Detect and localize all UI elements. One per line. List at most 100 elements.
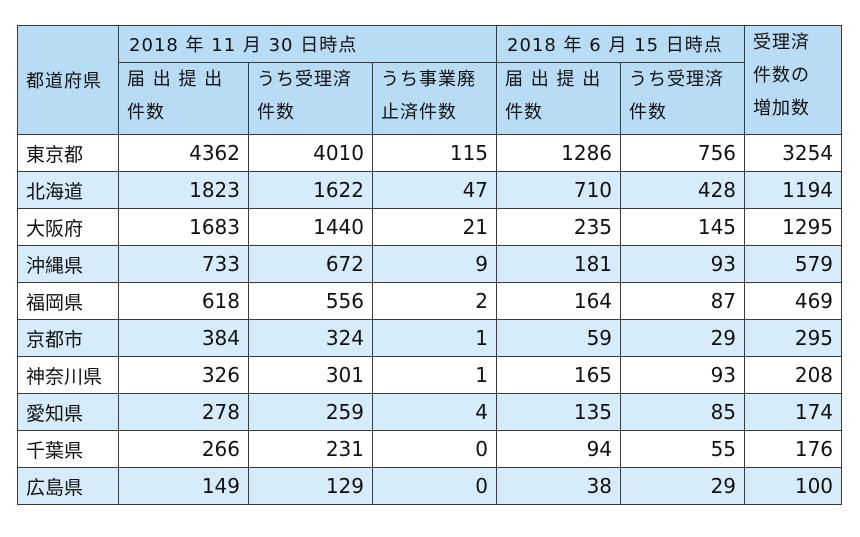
table-row: 福岡県 618 556 2 164 87 469	[17, 282, 843, 320]
cell-nov-accepted: 1440	[248, 208, 373, 246]
header-increase: 受理済 件数の 増加数	[744, 25, 843, 135]
cell-jun-filed: 94	[496, 430, 622, 468]
cell-jun-filed: 235	[496, 208, 622, 246]
cell-nov-filed: 326	[118, 356, 249, 394]
cell-jun-filed: 181	[496, 245, 622, 283]
header-increase-line2: 件数の	[753, 65, 811, 86]
cell-nov-abolished: 0	[371, 467, 498, 505]
cell-nov-filed: 278	[118, 393, 249, 431]
header-nov-abolished-line2: 止済件数	[381, 102, 457, 123]
cell-jun-filed: 710	[496, 171, 622, 209]
cell-jun-filed: 38	[496, 467, 622, 505]
cell-increase: 100	[744, 467, 843, 505]
table-header: 都道府県 2018 年 11 月 30 日時点 2018 年 6 月 15 日時…	[17, 25, 843, 135]
header-nov-filed: 届 出 提 出 件数	[118, 62, 249, 135]
cell-nov-abolished: 9	[371, 245, 498, 283]
cell-nov-accepted: 301	[248, 356, 373, 394]
table-row: 沖縄県 733 672 9 181 93 579	[17, 245, 843, 283]
cell-prefecture: 京都市	[17, 319, 119, 357]
cell-increase: 208	[744, 356, 843, 394]
table-row: 京都市 384 324 1 59 29 295	[17, 319, 843, 357]
cell-nov-abolished: 1	[371, 356, 498, 394]
header-nov-abolished-line1: うち事業廃	[381, 69, 476, 90]
cell-nov-accepted: 324	[248, 319, 373, 357]
cell-jun-filed: 59	[496, 319, 622, 357]
cell-jun-accepted: 29	[620, 467, 746, 505]
cell-prefecture: 愛知県	[17, 393, 119, 431]
cell-nov-abolished: 2	[371, 282, 498, 320]
header-prefecture: 都道府県	[17, 25, 119, 135]
header-nov-accepted-line2: 件数	[257, 102, 295, 123]
header-jun-filed: 届 出 提 出 件数	[496, 62, 622, 135]
header-increase-line3: 増加数	[753, 98, 811, 119]
cell-increase: 1295	[744, 208, 843, 246]
header-row-top: 都道府県 2018 年 11 月 30 日時点 2018 年 6 月 15 日時…	[17, 25, 843, 135]
cell-nov-accepted: 1622	[248, 171, 373, 209]
table-row: 神奈川県 326 301 1 165 93 208	[17, 356, 843, 394]
cell-nov-filed: 4362	[118, 134, 249, 172]
cell-nov-filed: 149	[118, 467, 249, 505]
cell-nov-abolished: 21	[371, 208, 498, 246]
cell-prefecture: 沖縄県	[17, 245, 119, 283]
cell-increase: 295	[744, 319, 843, 357]
cell-nov-filed: 266	[118, 430, 249, 468]
cell-nov-filed: 1823	[118, 171, 249, 209]
cell-jun-accepted: 145	[620, 208, 746, 246]
table-row: 大阪府 1683 1440 21 235 145 1295	[17, 208, 843, 246]
cell-nov-accepted: 556	[248, 282, 373, 320]
header-increase-line1: 受理済	[753, 32, 811, 53]
cell-increase: 176	[744, 430, 843, 468]
cell-nov-filed: 384	[118, 319, 249, 357]
cell-increase: 174	[744, 393, 843, 431]
header-nov-accepted: うち受理済 件数	[248, 62, 373, 135]
header-nov-filed-line2: 件数	[127, 102, 165, 123]
cell-jun-filed: 1286	[496, 134, 622, 172]
cell-prefecture: 千葉県	[17, 430, 119, 468]
cell-prefecture: 東京都	[17, 134, 119, 172]
cell-jun-filed: 135	[496, 393, 622, 431]
header-row-sub: 届 出 提 出 件数 うち受理済 件数 うち事業廃 止済件数 届 出 提 出 件…	[18, 62, 842, 135]
header-jun-filed-line1: 届 出 提 出	[505, 69, 602, 90]
cell-increase: 3254	[744, 134, 843, 172]
cell-nov-accepted: 4010	[248, 134, 373, 172]
cell-nov-abolished: 0	[371, 430, 498, 468]
cell-increase: 579	[744, 245, 843, 283]
table-row: 広島県 149 129 0 38 29 100	[17, 467, 843, 505]
cell-increase: 469	[744, 282, 843, 320]
cell-jun-accepted: 87	[620, 282, 746, 320]
header-nov-filed-line1: 届 出 提 出	[127, 69, 224, 90]
cell-nov-filed: 618	[118, 282, 249, 320]
header-nov-accepted-line1: うち受理済	[257, 69, 352, 90]
cell-nov-accepted: 259	[248, 393, 373, 431]
cell-nov-filed: 733	[118, 245, 249, 283]
cell-increase: 1194	[744, 171, 843, 209]
cell-jun-filed: 164	[496, 282, 622, 320]
cell-prefecture: 北海道	[17, 171, 119, 209]
cell-prefecture: 福岡県	[17, 282, 119, 320]
registration-table: 都道府県 2018 年 11 月 30 日時点 2018 年 6 月 15 日時…	[17, 25, 843, 505]
table-row: 愛知県 278 259 4 135 85 174	[17, 393, 843, 431]
table-row: 北海道 1823 1622 47 710 428 1194	[17, 171, 843, 209]
cell-prefecture: 大阪府	[17, 208, 119, 246]
header-nov-abolished: うち事業廃 止済件数	[371, 62, 498, 135]
cell-prefecture: 広島県	[17, 467, 119, 505]
header-jun-accepted: うち受理済 件数	[620, 62, 746, 135]
cell-nov-abolished: 1	[371, 319, 498, 357]
cell-prefecture: 神奈川県	[17, 356, 119, 394]
cell-nov-accepted: 129	[248, 467, 373, 505]
cell-jun-filed: 165	[496, 356, 622, 394]
cell-jun-accepted: 756	[620, 134, 746, 172]
header-jun-accepted-line1: うち受理済	[629, 69, 725, 90]
cell-nov-abolished: 4	[371, 393, 498, 431]
cell-nov-accepted: 231	[248, 430, 373, 468]
table-body: 東京都 4362 4010 115 1286 756 3254 北海道 1823…	[17, 134, 843, 505]
cell-jun-accepted: 55	[620, 430, 746, 468]
cell-jun-accepted: 29	[620, 319, 746, 357]
cell-jun-accepted: 93	[620, 356, 746, 394]
cell-jun-accepted: 93	[620, 245, 746, 283]
cell-jun-accepted: 85	[620, 393, 746, 431]
header-jun-accepted-line2: 件数	[629, 102, 668, 123]
cell-nov-abolished: 47	[371, 171, 498, 209]
table-row: 東京都 4362 4010 115 1286 756 3254	[17, 134, 843, 172]
cell-nov-filed: 1683	[118, 208, 249, 246]
